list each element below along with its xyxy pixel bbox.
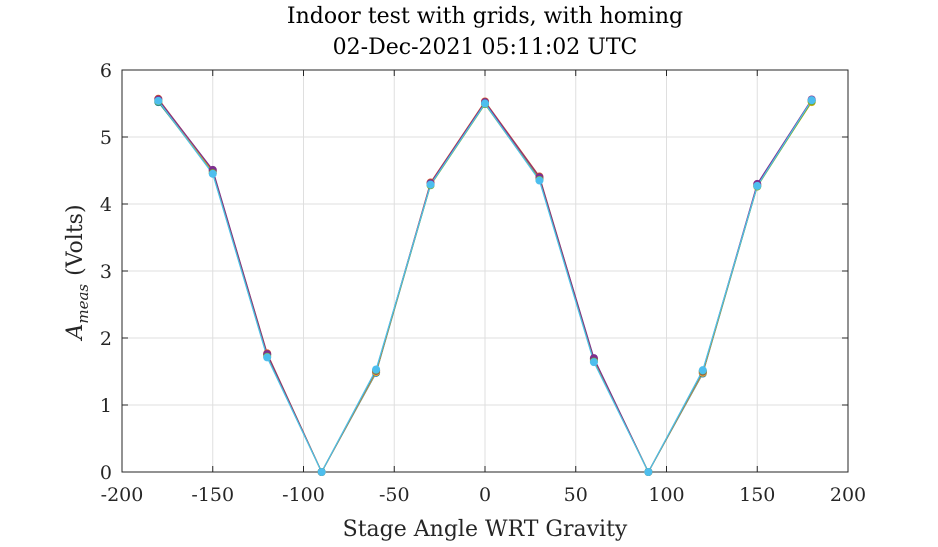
y-tick-label: 1 (100, 395, 112, 417)
data-point (644, 468, 653, 476)
chart-title: Indoor test with grids, with homing (287, 4, 683, 29)
y-tick-label: 0 (100, 462, 112, 484)
data-point (426, 180, 435, 189)
data-point (208, 169, 217, 178)
data-point (372, 365, 381, 374)
x-tick-label: -200 (101, 484, 144, 506)
y-tick-label: 3 (100, 261, 112, 283)
x-tick-label: 0 (479, 484, 491, 506)
y-axis-ticks: 0 1 2 3 4 5 6 (100, 60, 848, 484)
y-axis-label: Ameas (Volts) (63, 204, 92, 341)
y-axis-label-symbol: A (63, 324, 88, 342)
svg-text:Ameas(Volts): Ameas (Volts) (63, 204, 92, 341)
data-point (317, 468, 326, 476)
data-point (589, 358, 598, 367)
x-axis-label: Stage Angle WRT Gravity (343, 517, 628, 542)
x-tick-label: -150 (191, 484, 234, 506)
y-tick-label: 5 (100, 127, 112, 149)
data-point (698, 366, 707, 375)
x-axis-ticks: -200 -150 -100 -50 0 50 100 150 200 (101, 70, 866, 506)
x-tick-label: 200 (830, 484, 866, 506)
series-points (154, 94, 816, 476)
data-point (154, 96, 163, 105)
x-tick-label: -50 (379, 484, 410, 506)
data-point (481, 99, 489, 108)
y-axis-label-unit: (Volts) (63, 204, 88, 275)
data-point (807, 96, 816, 105)
data-point (535, 176, 544, 185)
x-tick-label: 150 (739, 484, 775, 506)
y-tick-label: 2 (100, 328, 112, 350)
y-tick-label: 6 (100, 60, 112, 82)
x-tick-label: -100 (282, 484, 325, 506)
x-tick-label: 50 (564, 484, 588, 506)
data-point (753, 181, 762, 190)
y-axis-label-subscript: meas (74, 284, 92, 324)
x-tick-label: 100 (648, 484, 684, 506)
y-tick-label: 4 (100, 194, 112, 216)
chart-subtitle: 02-Dec-2021 05:11:02 UTC (333, 35, 638, 60)
data-point (263, 353, 272, 362)
grid-lines (121, 69, 849, 473)
